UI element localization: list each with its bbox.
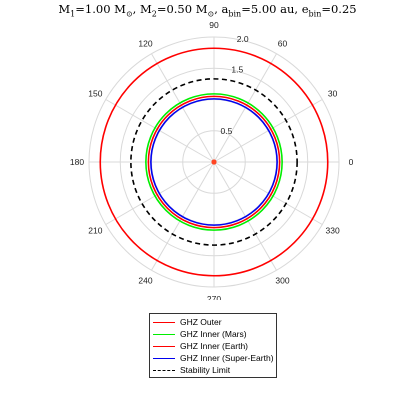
angle-tick-label-330: 330 [326, 226, 340, 236]
legend-label-3: GHZ Inner (Super-Earth) [180, 353, 274, 363]
angle-tick-label-60: 60 [278, 38, 288, 48]
legend-label-2: GHZ Inner (Earth) [180, 341, 249, 351]
series-layer [99, 47, 329, 277]
angle-tick-label-210: 210 [88, 226, 102, 236]
legend-swatch-4 [153, 369, 175, 371]
radial-tick-label-3: 2.0 [237, 34, 249, 44]
legend-swatch-0 [153, 321, 175, 323]
angle-tick-label-150: 150 [88, 89, 102, 99]
angle-tick-label-120: 120 [138, 38, 152, 48]
angle-tick-label-180: 180 [70, 157, 84, 167]
legend-swatch-3 [153, 357, 175, 359]
angle-tick-label-0: 0 [349, 157, 354, 167]
legend-entry-2: GHZ Inner (Earth) [153, 340, 273, 352]
legend-label-0: GHZ Outer [180, 317, 222, 327]
radial-tick-label-2: 1.5 [231, 65, 243, 75]
series-ring-2 [147, 95, 281, 229]
legend: GHZ Outer GHZ Inner (Mars) GHZ Inner (Eart… [149, 313, 277, 378]
legend-entry-4: Stability Limit [153, 364, 273, 376]
legend-entry-1: GHZ Inner (Mars) [153, 328, 273, 340]
series-ring-1 [145, 93, 283, 231]
polar-plot: 0 30 60 90 120 150 180 210 240 270 300 330 0.5 1.5 2.0 [70, 20, 354, 300]
angle-tick-label-240: 240 [138, 276, 152, 286]
legend-entry-3: GHZ Inner (Super-Earth) [153, 352, 274, 364]
angle-tick-label-300: 300 [275, 276, 289, 286]
legend-entry-0: GHZ Outer [153, 316, 273, 328]
tick-labels: 0 30 60 90 120 150 180 210 240 270 300 330 0.5 1.5 2.0 [70, 20, 354, 300]
angle-tick-label-90: 90 [209, 20, 219, 30]
legend-label-4: Stability Limit [180, 365, 231, 375]
legend-swatch-2 [153, 345, 175, 347]
legend-label-1: GHZ Inner (Mars) [180, 329, 247, 339]
series-ring-3 [150, 98, 278, 226]
center-star-marker [211, 159, 217, 165]
series-ring-4 [130, 78, 298, 246]
series-ring-0 [99, 47, 329, 277]
chart-title: M1=1.00 M⊙, M2=0.50 M⊙, abin=5.00 au, eb… [58, 2, 357, 19]
angle-tick-label-270: 270 [207, 294, 221, 300]
radial-tick-label-0: 0.5 [221, 126, 233, 136]
legend-swatch-1 [153, 333, 175, 335]
angle-tick-label-30: 30 [328, 89, 338, 99]
